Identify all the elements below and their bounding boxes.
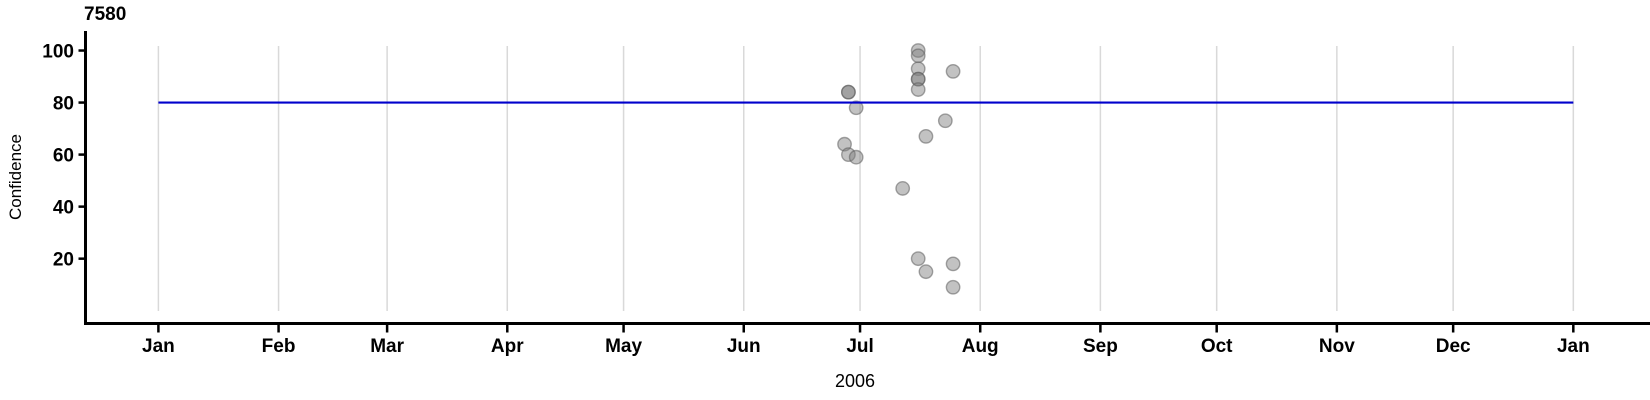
data-point bbox=[895, 181, 911, 196]
data-point bbox=[910, 71, 926, 87]
data-points-layer bbox=[837, 43, 961, 295]
x-tick-label: Jul bbox=[846, 336, 873, 357]
x-tick-label: May bbox=[605, 336, 642, 357]
data-point bbox=[918, 264, 934, 280]
x-tick-label: Nov bbox=[1319, 336, 1355, 357]
y-tick-label: 80 bbox=[53, 94, 74, 115]
data-point bbox=[910, 251, 926, 267]
x-tick-label: Jan bbox=[142, 336, 175, 357]
data-point bbox=[945, 256, 961, 272]
data-point bbox=[848, 100, 864, 116]
x-tick-label: Mar bbox=[370, 336, 404, 357]
axes-layer bbox=[84, 31, 1650, 325]
data-point bbox=[937, 113, 953, 129]
tick-labels-layer: Jan Feb Mar Apr May Jun Jul Aug Sep Oct Nov Dec Jan 2… bbox=[42, 42, 1589, 357]
y-tick-label: 20 bbox=[53, 250, 74, 271]
data-point bbox=[848, 149, 864, 165]
x-tick-label: Sep bbox=[1083, 336, 1118, 357]
data-point bbox=[945, 63, 961, 79]
x-tick-label: Jan bbox=[1557, 336, 1590, 357]
x-tick-label: Oct bbox=[1201, 336, 1233, 357]
y-tick-label: 60 bbox=[53, 146, 74, 167]
data-point bbox=[841, 147, 856, 162]
chart-title: 7580 bbox=[84, 4, 127, 25]
data-point bbox=[910, 82, 926, 97]
data-point bbox=[910, 43, 926, 58]
y-tick-label: 100 bbox=[42, 42, 74, 63]
x-tick-label: Jun bbox=[727, 336, 761, 357]
x-axis-title: 2006 bbox=[834, 371, 876, 391]
y-tick-label: 40 bbox=[53, 198, 74, 219]
x-tick-label: Apr bbox=[491, 336, 524, 357]
x-tick-label: Feb bbox=[262, 336, 296, 357]
data-point bbox=[945, 279, 961, 295]
x-tick-label: Aug bbox=[962, 336, 999, 357]
data-point bbox=[918, 128, 934, 144]
ticks-layer bbox=[78, 49, 1575, 333]
data-point bbox=[841, 84, 856, 100]
data-point bbox=[910, 61, 926, 77]
x-tick-label: Dec bbox=[1436, 336, 1471, 357]
data-point bbox=[910, 48, 926, 64]
gridlines-layer bbox=[157, 46, 1575, 311]
